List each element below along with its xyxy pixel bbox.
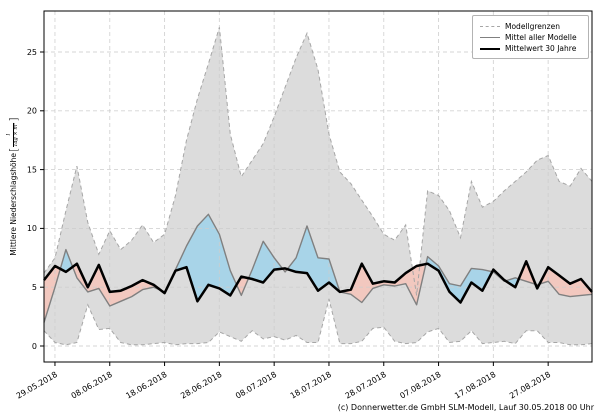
series-30y-mean — [43, 260, 593, 304]
y-axis-unit-fraction: l Tag × m² — [5, 122, 20, 147]
y-tick-label: 5 — [32, 283, 37, 292]
fill-mean-above-30y — [248, 241, 283, 283]
y-tick-label: 15 — [27, 165, 37, 174]
fill-mean-below-30y — [339, 263, 426, 305]
fill-mean-above-30y — [160, 214, 237, 302]
legend-label: Mittel aller Modelle — [505, 33, 577, 42]
x-tick-label: 08.06.2018 — [70, 370, 114, 401]
x-tick-label: 27.08.2018 — [508, 370, 552, 401]
y-axis-label-text: Mittlere Niederschlagshöhe — [8, 153, 18, 256]
legend-item-modellgrenzen: Modellgrenzen — [480, 21, 581, 32]
fill-mean-above-30y — [287, 226, 340, 292]
legend-item-mittel-aller-modelle: Mittel aller Modelle — [480, 32, 581, 43]
x-tick-label: 29.05.2018 — [15, 370, 59, 401]
series-model-upper-bound — [43, 27, 593, 296]
x-tick-label: 08.07.2018 — [234, 370, 278, 401]
legend-solid-line-icon — [480, 37, 500, 38]
x-tick-label: 28.06.2018 — [179, 370, 223, 401]
legend: Modellgrenzen Mittel aller Modelle Mitte… — [472, 15, 589, 59]
legend-dashed-line-icon — [480, 26, 500, 27]
y-axis-unit-denominator: Tag × m² — [12, 122, 20, 147]
y-tick-label: 10 — [27, 224, 37, 233]
x-tick-label: 07.08.2018 — [398, 370, 442, 401]
series-model-lower-bound — [43, 298, 593, 346]
x-tick-label: 18.07.2018 — [289, 370, 333, 401]
fill-mean-below-30y — [518, 261, 536, 285]
x-tick-label: 17.08.2018 — [453, 370, 497, 401]
legend-label: Modellgrenzen — [505, 22, 560, 31]
y-tick-label: 20 — [27, 107, 37, 116]
plot-border — [43, 10, 593, 363]
y-axis-unit-bracket-open: [ — [6, 147, 20, 153]
x-tick-label: 28.07.2018 — [344, 370, 388, 401]
legend-item-mittelwert-30-jahre: Mittelwert 30 Jahre — [480, 43, 581, 54]
legend-thick-line-icon — [480, 47, 500, 50]
copyright-footer: (c) Donnerwetter.de GmbH SLM-Modell, Lau… — [337, 403, 594, 412]
y-axis-unit-numerator: l — [5, 133, 12, 136]
y-axis-label: Mittlere Niederschlagshöhe [ l Tag × m² … — [0, 61, 26, 311]
fill-mean-above-30y — [60, 249, 73, 272]
y-tick-label: 0 — [32, 342, 37, 351]
y-axis-unit-bracket-close: ] — [6, 117, 20, 122]
y-tick-label: 25 — [27, 48, 37, 57]
legend-label: Mittelwert 30 Jahre — [505, 44, 577, 53]
x-tick-label: 18.06.2018 — [124, 370, 168, 401]
